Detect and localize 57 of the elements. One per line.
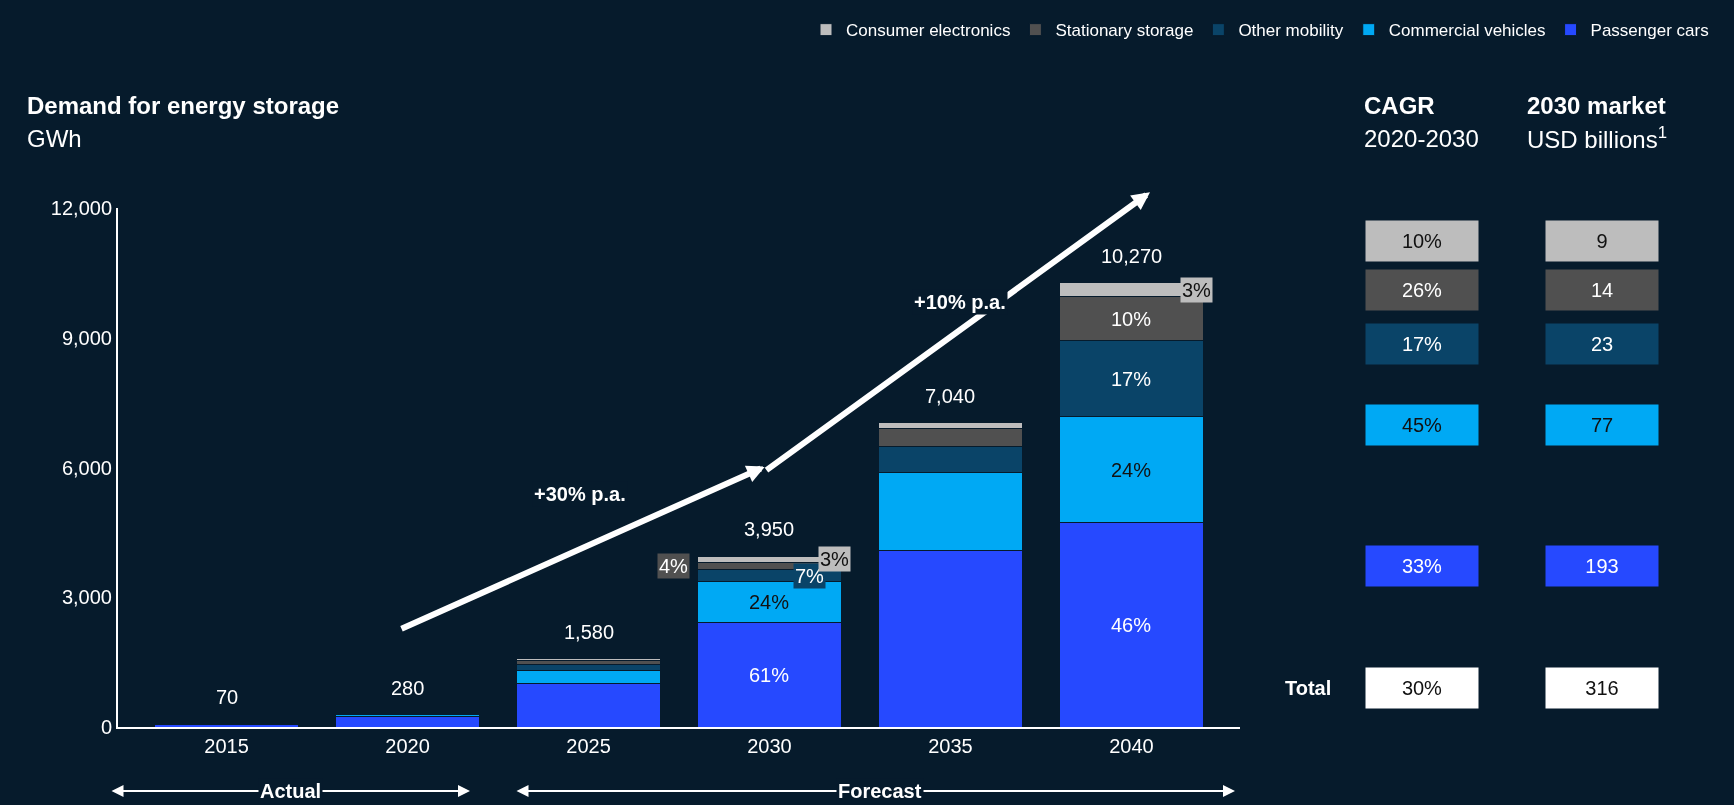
text: 14 (1590, 279, 1614, 301)
y-tick-label: 3,000 (61, 586, 112, 609)
text: 45% (1401, 414, 1443, 436)
total-label: 3,950 (744, 518, 795, 540)
annotation: 17% (1111, 368, 1152, 390)
annotation: 7% (795, 565, 825, 587)
text: 23 (1590, 333, 1614, 355)
chart-subtitle: GWh (27, 125, 82, 152)
annotation: 24% (749, 591, 790, 613)
annotation: +30% p.a. (534, 483, 626, 505)
text: 9 (1596, 230, 1608, 252)
text: Forecast (838, 780, 922, 802)
x-tick-label: 2015 (204, 735, 249, 757)
annotation: 24% (1111, 459, 1152, 481)
text: 316 (1585, 677, 1619, 699)
x-tick-label: 2020 (385, 735, 430, 757)
text: CAGR (1364, 92, 1435, 119)
annotation: 10% (1111, 308, 1152, 330)
x-tick-label: 2040 (1109, 735, 1154, 757)
x-tick-label: 2035 (928, 735, 973, 757)
annotation: 46% (1111, 614, 1152, 636)
annotation: 61% (749, 664, 790, 686)
total-label: 1,580 (564, 621, 615, 643)
legend-label: Passenger cars (1590, 21, 1709, 41)
text: 193 (1585, 555, 1619, 577)
text: 26% (1401, 279, 1443, 301)
y-tick-label: 0 (100, 716, 112, 738)
bar (515, 658, 662, 662)
text: Actual (260, 780, 322, 802)
text: 30% (1401, 677, 1443, 699)
legend-label: Stationary storage (1055, 21, 1194, 41)
annotation: 4% (659, 555, 689, 577)
text: USD billions$^{1}$ (1527, 123, 1668, 154)
text: Total (1285, 677, 1332, 699)
text: 17% (1401, 333, 1443, 355)
y-tick-label: 9,000 (61, 326, 112, 349)
legend-label: Commercial vehicles (1388, 21, 1546, 41)
legend-label: Consumer electronics (846, 21, 1011, 41)
total-label: 280 (391, 677, 425, 699)
total-label: 10,270 (1101, 245, 1163, 267)
bar (334, 716, 481, 727)
y-tick-label: 6,000 (61, 456, 112, 479)
total-label: 70 (216, 686, 239, 708)
text: 33% (1401, 555, 1443, 577)
legend-label: Other mobility (1238, 21, 1344, 41)
total-label: 7,040 (925, 385, 976, 407)
x-tick-label: 2025 (566, 735, 611, 757)
text: 10% (1401, 230, 1443, 252)
text: 2030 market (1527, 92, 1666, 119)
text: 77 (1590, 414, 1614, 436)
x-tick-label: 2030 (747, 735, 792, 757)
annotation: 3% (820, 548, 850, 570)
y-tick-label: 12,000 (50, 197, 112, 219)
annotation: +10% p.a. (914, 291, 1006, 313)
text: 2020-2030 (1364, 125, 1479, 152)
annotation: 3% (1182, 279, 1212, 301)
chart-title: Demand for energy storage (27, 92, 340, 119)
